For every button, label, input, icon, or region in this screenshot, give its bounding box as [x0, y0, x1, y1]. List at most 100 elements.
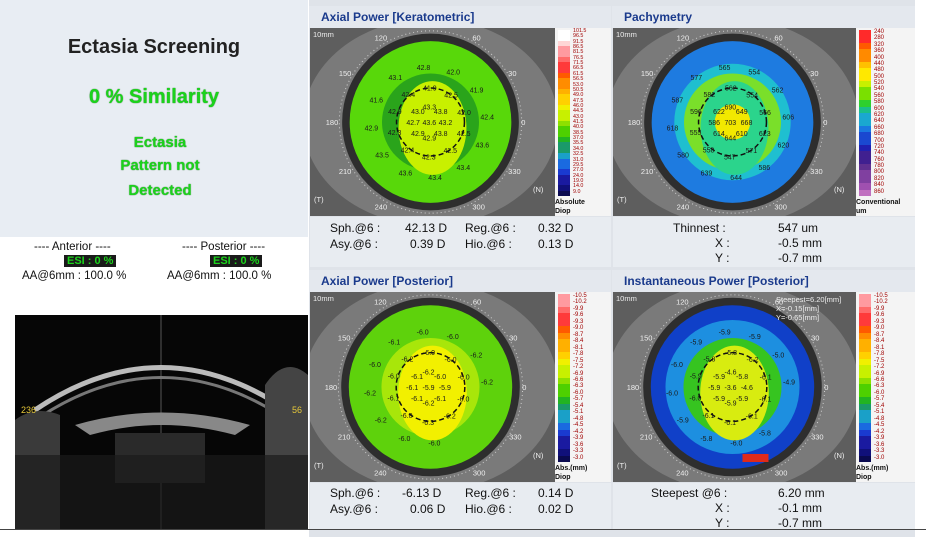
scale-label: 320 — [874, 41, 885, 48]
scale-swatch — [558, 319, 570, 327]
map-value: 547 — [724, 155, 736, 162]
scale-swatch — [859, 294, 871, 301]
scale-swatch — [558, 169, 570, 176]
scale-label: -4.8 — [573, 415, 584, 422]
angle-tick-label: 210 — [640, 432, 653, 441]
mm-label: 10mm — [616, 294, 637, 303]
scale-swatch — [558, 365, 570, 373]
scale-swatch — [558, 190, 570, 197]
scale-label: -10.5 — [874, 293, 888, 299]
map-axial-kerato[interactable]: 10mm9012015018021024027030033003060(T)(N… — [310, 28, 555, 216]
scale-swatch — [859, 119, 871, 127]
pachymetry-map-svg: 10mm9012015018021024027030033003060(T)(N… — [613, 28, 856, 216]
map-value: -6.0 — [730, 441, 742, 448]
stat-label: Sph.@6 : — [330, 486, 381, 500]
map-value: 42.3 — [388, 130, 402, 137]
scale-label: -7.8 — [573, 351, 584, 358]
scale-label: 47.5 — [573, 97, 584, 104]
scale-swatch — [558, 35, 570, 42]
scale-label: 50.5 — [573, 86, 584, 93]
scale-swatch — [558, 294, 570, 301]
temporal-label: (T) — [314, 461, 324, 470]
scale-swatch — [558, 137, 570, 143]
bottom-divider — [0, 529, 926, 530]
scale-swatch — [859, 61, 871, 69]
map-value: 42.9 — [365, 126, 379, 133]
map-axial-post[interactable]: 10mm9012015018021024027030033003060(T)(N… — [310, 292, 555, 482]
oct-right-angle: 56 — [292, 405, 302, 415]
scale-label: 580 — [874, 99, 885, 106]
scale-label: -3.3 — [573, 448, 584, 455]
scale-swatch — [558, 56, 570, 63]
map-value: -6.1 — [387, 395, 399, 402]
scale-label: -6.9 — [874, 370, 885, 377]
stat-value: -0.7 mm — [778, 251, 823, 265]
scale-swatch — [859, 442, 871, 450]
angle-tick-label: 0 — [824, 383, 828, 392]
scale-label: -7.2 — [874, 364, 885, 371]
scale-swatch — [558, 371, 570, 379]
scale-label: 35.5 — [573, 140, 584, 147]
scale-label: -3.6 — [573, 441, 584, 448]
scale-swatch — [859, 397, 871, 405]
map-value: 42.4 — [401, 148, 415, 155]
map-value: -6.0 — [445, 357, 457, 364]
result-line-1: Ectasia — [133, 134, 187, 151]
scale-swatch — [859, 176, 871, 184]
scale-label: 700 — [874, 137, 885, 144]
angle-tick-label: 240 — [677, 203, 690, 212]
map-value: -6.1 — [759, 396, 771, 403]
map-value: -4.9 — [783, 379, 795, 386]
scale-swatch — [558, 147, 570, 154]
stat-label: Hio.@6 : — [465, 237, 512, 251]
nasal-label: (N) — [834, 185, 845, 194]
map-value: 565 — [719, 65, 731, 72]
scale-swatch — [558, 163, 570, 170]
map-value: 644 — [730, 175, 742, 182]
scale-swatch — [859, 371, 871, 379]
map-value: -6.1 — [760, 375, 772, 382]
stats-axial-kerato: Sph.@6 : 42.13 D Reg.@6 : 0.32 D Asy.@6 … — [310, 217, 611, 267]
scale-label: -9.9 — [874, 305, 885, 312]
map-value: -6.1 — [434, 396, 446, 403]
oct-scan-image[interactable]: 236 56 — [15, 315, 308, 530]
angle-tick-label: 120 — [374, 297, 387, 306]
scale-label: -4.2 — [573, 428, 584, 435]
stats-inst-post: Steepest @6 : 6.20 mm X : -0.1 mm Y : -0… — [613, 483, 915, 530]
map-value: 614 — [713, 131, 725, 138]
scale-label: -5.7 — [874, 396, 885, 403]
map-value: 610 — [736, 131, 748, 138]
scale-swatch — [859, 352, 871, 360]
map-value: 587 — [671, 97, 683, 104]
map-value: -5.9 — [713, 396, 725, 403]
angle-tick-label: 60 — [775, 297, 783, 306]
scale-swatch — [558, 313, 570, 321]
scale-unit: Abs.(mm) — [555, 465, 588, 472]
nasal-label: (N) — [533, 451, 544, 460]
scale-swatch — [558, 345, 570, 353]
scale-swatch — [558, 158, 570, 165]
scale-label: 860 — [874, 188, 885, 195]
scale-label: 280 — [874, 35, 885, 42]
map-value: -5.9 — [736, 396, 748, 403]
angle-tick-label: 120 — [677, 33, 690, 42]
scale-label: 96.5 — [573, 33, 584, 40]
map-value: -6.1 — [702, 413, 714, 420]
map-value: -6.0 — [400, 413, 412, 420]
scale-label: -5.4 — [874, 402, 885, 409]
map-value: -6.0 — [428, 441, 440, 448]
stat-label: Sph.@6 : — [330, 221, 381, 235]
scale-label: 46.0 — [573, 102, 584, 109]
map-value: -6.2 — [423, 401, 435, 408]
angle-tick-label: 0 — [522, 383, 526, 392]
map-value: 42.9 — [388, 109, 402, 116]
map-value: 571 — [745, 148, 757, 155]
angle-tick-label: 330 — [810, 167, 823, 176]
scale-swatch — [558, 185, 570, 192]
scale-swatch — [859, 300, 871, 308]
map-inst-post[interactable]: 10mm9012015018021024027030033003060(T)(N… — [613, 292, 856, 482]
scale-label: 840 — [874, 182, 885, 189]
map-value: 43.6 — [476, 143, 490, 150]
angle-tick-label: 30 — [811, 334, 819, 343]
map-pachymetry[interactable]: 10mm9012015018021024027030033003060(T)(N… — [613, 28, 856, 216]
